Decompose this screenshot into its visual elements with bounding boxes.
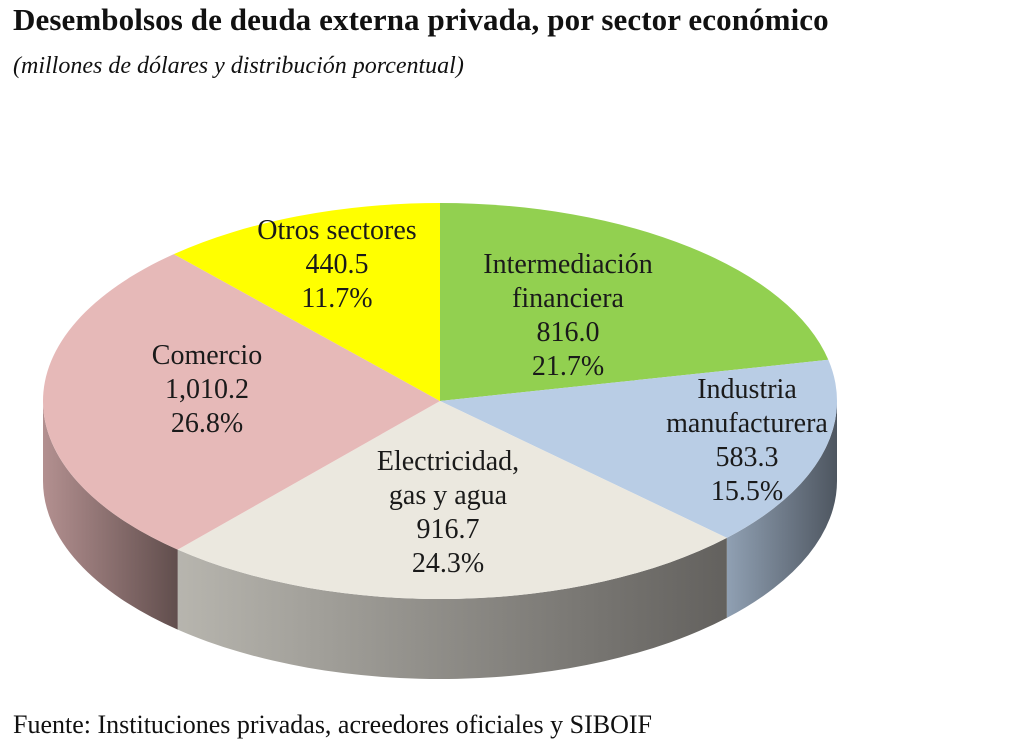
pie-slice-3	[42, 254, 441, 550]
slice-label-3: Comercio 1,010.2 26.8%	[152, 340, 262, 439]
pie-slice-2	[177, 401, 727, 599]
pie-slice-0	[440, 203, 829, 401]
pie-side-3	[43, 401, 178, 630]
pie-side-1	[726, 401, 837, 618]
pie-side-walls	[43, 401, 837, 680]
pie-side-2	[177, 537, 727, 680]
slice-label-2: Electricidad, gas y agua 916.7 24.3%	[377, 446, 519, 579]
pie-labels: Intermediación financiera 816.0 21.7%Indust…	[152, 215, 829, 579]
slice-label-0: Intermediación financiera 816.0 21.7%	[483, 249, 652, 382]
slice-label-4: Otros sectores 440.5 11.7%	[257, 215, 416, 314]
pie-slices	[42, 203, 837, 599]
pie-slice-4	[173, 203, 440, 401]
pie-slice-1	[440, 359, 837, 538]
chart-subtitle: (millones de dólares y distribución porc…	[13, 53, 464, 79]
slice-label-1: Industria manufacturera 583.3 15.5%	[666, 374, 828, 507]
chart-title: Desembolsos de deuda externa privada, po…	[13, 2, 829, 37]
source-note: Fuente: Instituciones privadas, acreedor…	[13, 710, 652, 739]
